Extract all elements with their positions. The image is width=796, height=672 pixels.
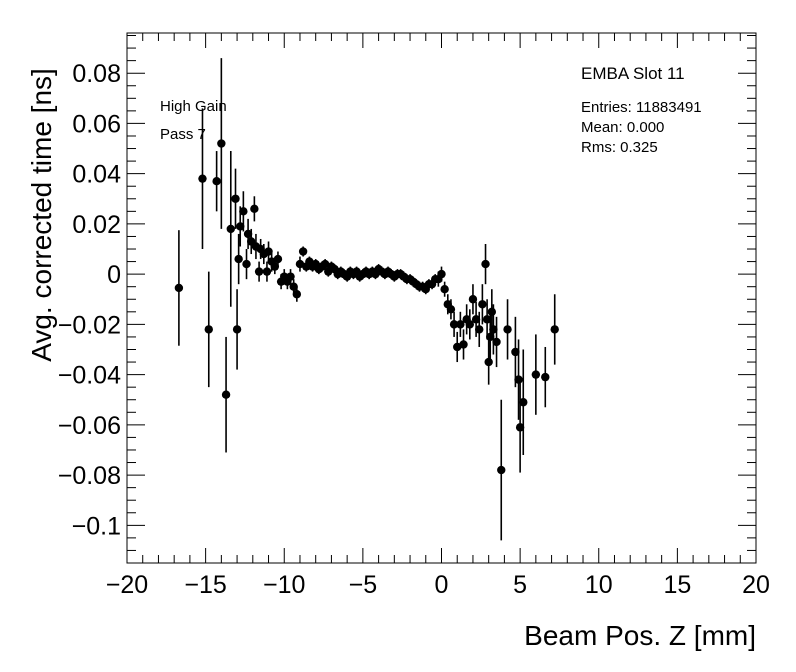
data-point [437, 269, 446, 279]
data-point [262, 267, 272, 276]
x-tick-label: 20 [742, 571, 770, 599]
stats-mean: Mean: 0.000 [581, 119, 665, 136]
data-point [541, 372, 550, 382]
gain-annotation: High Gain [160, 98, 227, 115]
data-point [482, 315, 492, 324]
data-point [232, 325, 242, 334]
data-point [264, 247, 273, 256]
y-tick-label: 0.04 [72, 161, 121, 189]
x-axis-label: Beam Pos. Z [mm] [524, 620, 756, 651]
data-point [286, 272, 295, 281]
x-tick-label: −20 [106, 571, 148, 599]
axes: −20 −15 −10 −5 0 5 10 15 20 0.08 0.06 0.04 0.02 0 −0.0… [58, 33, 770, 599]
data-point [198, 174, 207, 183]
x-tick-label: 15 [663, 571, 691, 599]
data-point [440, 285, 449, 294]
data-point [511, 347, 520, 357]
y-tick-label: 0.06 [72, 110, 121, 138]
data-point [489, 325, 498, 334]
stats-rms: Rms: 0.325 [581, 139, 658, 156]
data-point [231, 194, 240, 203]
stats-entries: Entries: 11883491 [581, 99, 702, 116]
x-tick-label: 10 [585, 571, 613, 599]
data-point [497, 465, 506, 475]
y-tick-label: −0.08 [58, 462, 121, 490]
data-point [486, 332, 495, 342]
data-point [515, 423, 525, 432]
data-point [236, 222, 245, 231]
data-point [239, 207, 248, 216]
data-point [468, 295, 478, 304]
data-point [254, 267, 264, 276]
y-tick-label: 0.02 [72, 211, 121, 239]
y-tick-label: −0.1 [72, 512, 121, 540]
x-tick-label: 5 [513, 571, 527, 599]
y-tick-label: −0.06 [58, 412, 121, 440]
data-point [292, 290, 302, 299]
data-point [446, 305, 456, 314]
y-tick-label: −0.04 [58, 362, 121, 390]
data-point [212, 176, 221, 186]
x-tick-label: 0 [435, 571, 449, 599]
data-point [320, 259, 330, 269]
data-point [298, 247, 308, 256]
x-tick-label: −10 [263, 571, 305, 599]
data-point [449, 320, 459, 329]
data-point [453, 342, 462, 352]
data-point [459, 340, 468, 349]
data-point [174, 283, 184, 293]
data-point [289, 282, 298, 291]
y-tick-label: 0 [107, 261, 121, 289]
pass-annotation: Pass 7 [160, 126, 206, 143]
y-axis-label: Avg. corrected time [ns] [26, 68, 57, 362]
data-point [481, 259, 490, 269]
data-point [204, 325, 213, 334]
data-point [550, 325, 559, 334]
x-tick-label: −15 [184, 571, 226, 599]
data-point [478, 300, 487, 309]
stats-box: Entries: 11883491 Mean: 0.000 Rms: 0.325 [581, 98, 702, 158]
y-tick-label: −0.02 [58, 311, 121, 339]
data-point [270, 262, 280, 271]
data-point [273, 254, 283, 264]
data-point [475, 325, 484, 334]
data-point [519, 398, 528, 407]
data-point [295, 259, 305, 269]
data-point [484, 357, 493, 367]
stats-box-title: EMBA Slot 11 [581, 64, 685, 83]
data-point [250, 204, 259, 214]
data-point [503, 325, 512, 334]
x-tick-label: −5 [349, 571, 378, 599]
data-point [492, 337, 501, 347]
data-point [465, 320, 475, 329]
data-point [217, 139, 226, 148]
data-point [221, 390, 231, 399]
data-point [234, 254, 243, 264]
data-point [487, 307, 497, 317]
data-markers [174, 58, 559, 541]
data-point [531, 370, 541, 379]
data-point [226, 224, 235, 234]
y-tick-label: 0.08 [72, 60, 121, 88]
data-point [456, 320, 465, 329]
data-point [471, 315, 481, 324]
data-point [243, 229, 253, 239]
data-point [242, 259, 251, 269]
data-point [514, 375, 523, 384]
